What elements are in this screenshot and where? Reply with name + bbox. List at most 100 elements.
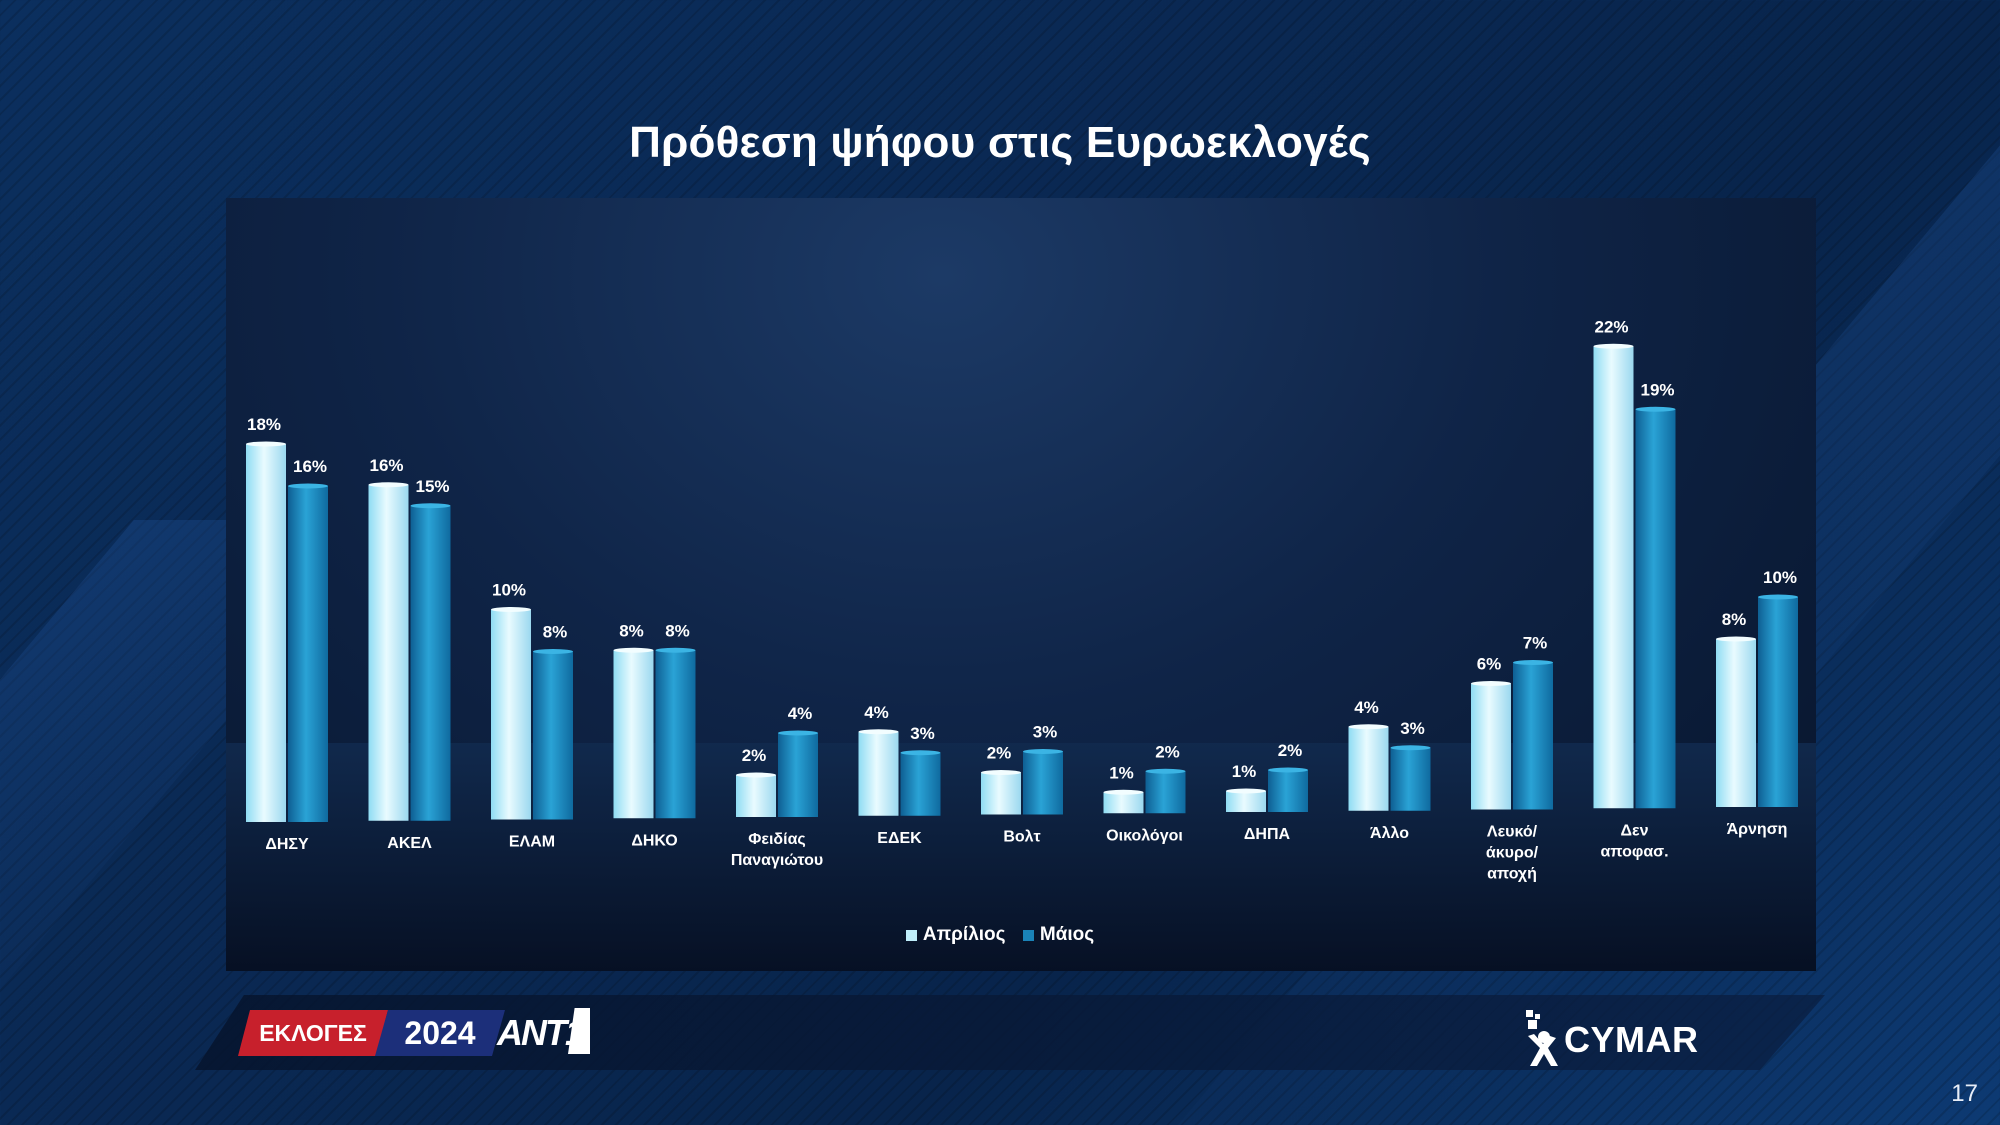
bar-cap-april-5: [858, 729, 899, 735]
category-label-11: Δεν αποφασ.: [1600, 822, 1668, 860]
page-number: 17: [1951, 1080, 1978, 1107]
channel-logo-mark: [568, 1008, 590, 1054]
bar-cap-may-5: [900, 750, 941, 756]
bar-cap-april-1: [368, 482, 409, 488]
data-label-may-9: 3%: [1400, 719, 1425, 738]
data-label-may-0: 16%: [293, 457, 327, 476]
bar-cap-may-9: [1390, 745, 1431, 751]
data-label-may-7: 2%: [1155, 742, 1180, 761]
legend-item-may: Μάιος: [1022, 924, 1095, 946]
category-label-6: Βολτ: [1003, 829, 1040, 846]
category-label-7: Οικολόγοι: [1106, 827, 1183, 844]
data-label-april-1: 16%: [369, 456, 403, 475]
data-label-may-1: 15%: [415, 477, 449, 496]
category-label-2: ΕΛΑΜ: [509, 834, 555, 851]
category-label-0: ΔΗΣΥ: [265, 836, 309, 853]
category-label-4: Φειδίας Παναγιώτου: [731, 831, 823, 869]
data-label-april-0: 18%: [247, 415, 281, 434]
bar-may-11: [1635, 409, 1676, 809]
bar-cap-april-6: [981, 770, 1021, 775]
data-label-may-3: 8%: [665, 621, 690, 640]
bar-cap-may-7: [1145, 768, 1186, 774]
data-label-may-8: 2%: [1278, 741, 1303, 760]
bar-may-6: [1023, 751, 1063, 815]
data-label-april-11: 22%: [1594, 317, 1628, 336]
data-label-may-6: 3%: [1033, 723, 1058, 742]
bar-cap-may-3: [655, 647, 696, 653]
bar-april-5: [858, 731, 899, 816]
legend-label-may: Μάιος: [1039, 924, 1095, 945]
year-badge: 2024: [375, 1010, 505, 1056]
bar-april-0: [246, 444, 286, 822]
bar-april-1: [368, 484, 409, 821]
legend-swatch-may: [1022, 929, 1034, 941]
data-label-may-12: 10%: [1763, 568, 1797, 587]
bar-may-8: [1268, 770, 1308, 812]
data-label-april-8: 1%: [1232, 762, 1257, 781]
bar-april-4: [736, 775, 776, 817]
data-label-april-7: 1%: [1109, 763, 1134, 782]
bar-april-3: [613, 650, 654, 819]
bar-cap-may-10: [1513, 660, 1553, 665]
bar-cap-april-8: [1226, 788, 1266, 794]
bar-may-12: [1758, 597, 1798, 807]
bar-april-9: [1348, 726, 1389, 811]
bar-may-2: [533, 651, 573, 820]
bar-cap-april-9: [1348, 724, 1389, 730]
bar-may-3: [655, 650, 696, 819]
bar-cap-may-1: [410, 503, 451, 509]
bar-cap-may-2: [533, 649, 573, 654]
data-label-april-5: 4%: [864, 703, 889, 722]
legend-label-april: Απρίλιος: [922, 924, 1006, 945]
bar-cap-may-8: [1268, 767, 1308, 773]
bar-april-8: [1226, 791, 1266, 812]
data-label-may-4: 4%: [788, 704, 813, 723]
bar-cap-april-2: [491, 607, 531, 612]
category-label-12: Άρνηση: [1727, 821, 1788, 838]
category-label-10: Λευκό/άκυρο/αποχή: [1486, 824, 1539, 883]
data-label-may-2: 8%: [543, 623, 568, 642]
category-label-1: ΑΚΕΛ: [387, 835, 432, 852]
bar-april-11: [1593, 346, 1634, 809]
bar-may-4: [778, 733, 818, 817]
bar-cap-april-0: [246, 441, 286, 447]
legend-item-april: Απρίλιος: [905, 924, 1006, 946]
category-label-3: ΔΗΚΟ: [631, 832, 677, 849]
bar-may-9: [1390, 747, 1431, 811]
chart-panel: 18% 16% 16% 15% 10% 8% 8% 8% 2% 4% 4% 3% 2% 3% 1% 2% 1% 2…: [226, 198, 1816, 971]
bar-cap-april-4: [736, 772, 776, 778]
bar-april-10: [1471, 683, 1511, 810]
data-label-may-11: 19%: [1640, 380, 1674, 399]
bar-may-0: [288, 486, 328, 822]
bar-may-7: [1145, 771, 1186, 814]
legend-swatch-april: [905, 929, 917, 941]
category-label-9: Άλλο: [1370, 825, 1409, 842]
bar-may-5: [900, 752, 941, 816]
data-label-may-10: 7%: [1523, 634, 1548, 653]
data-label-april-6: 2%: [987, 744, 1012, 763]
pollster-logo: CYMAR: [1522, 1005, 1699, 1075]
bar-cap-april-11: [1593, 343, 1634, 349]
bar-cap-may-6: [1023, 749, 1063, 754]
slide-title: Πρόθεση ψήφου στις Ευρωεκλογές: [629, 118, 1371, 167]
data-label-april-3: 8%: [619, 621, 644, 640]
bar-cap-may-4: [778, 730, 818, 736]
person-icon: [1526, 1010, 1558, 1066]
bar-may-10: [1513, 662, 1553, 810]
bar-april-7: [1103, 792, 1144, 814]
bar-april-12: [1716, 639, 1756, 807]
bar-cap-april-12: [1716, 636, 1756, 642]
elections-badge: ΕΚΛΟΓΕΣ: [238, 1010, 388, 1056]
data-label-april-10: 6%: [1477, 655, 1502, 674]
data-label-april-12: 8%: [1722, 610, 1747, 629]
bar-cap-may-12: [1758, 594, 1798, 600]
category-label-5: ΕΔΕΚ: [877, 830, 922, 847]
pollster-name: CYMAR: [1564, 1019, 1699, 1060]
bar-may-1: [410, 505, 451, 821]
bar-cap-april-3: [613, 647, 654, 653]
data-label-april-4: 2%: [742, 746, 767, 765]
category-label-8: ΔΗΠΑ: [1244, 826, 1291, 843]
data-label-may-5: 3%: [910, 724, 935, 743]
data-label-april-2: 10%: [492, 581, 526, 600]
bar-april-6: [981, 772, 1021, 815]
